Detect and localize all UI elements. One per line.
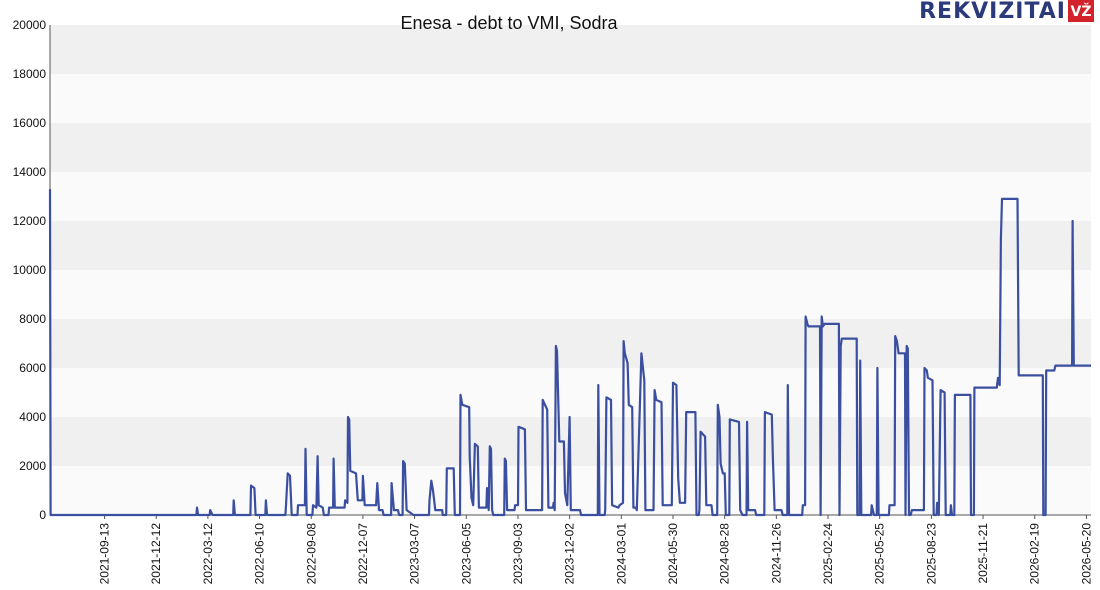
x-tick-label: 2025-05-25 — [873, 523, 887, 585]
grid-band — [50, 25, 1091, 74]
x-tick-label: 2022-09-08 — [304, 523, 318, 585]
x-axis-ticks: 2021-09-13 2021-12-12 2022-03-12 2022-06-10… — [98, 515, 1093, 585]
grid-band — [50, 123, 1091, 172]
y-tick-label: 2000 — [19, 459, 46, 473]
grid-band — [50, 270, 1091, 319]
y-tick-label: 0 — [39, 508, 46, 522]
logo-badge-background — [1068, 0, 1094, 22]
x-tick-label: 2025-08-23 — [924, 523, 938, 585]
y-tick-label: 12000 — [13, 214, 47, 228]
chart-title: Enesa - debt to VMI, Sodra — [400, 13, 618, 33]
x-tick-label: 2021-09-13 — [98, 523, 112, 585]
x-tick-label: 2023-03-07 — [408, 523, 422, 585]
x-tick-label: 2024-11-26 — [769, 523, 783, 584]
x-tick-label: 2021-12-12 — [149, 523, 163, 585]
rekvizitai-logo[interactable]: REKVIZITAI VŽ — [919, 0, 1094, 24]
x-tick-label: 2025-02-24 — [821, 523, 835, 585]
y-tick-label: 20000 — [13, 18, 47, 32]
y-axis-ticks: 0 2000 4000 6000 8000 10000 12000 14000 16000 180… — [13, 18, 47, 522]
logo-wordmark: REKVIZITAI — [919, 0, 1066, 24]
y-tick-label: 14000 — [13, 165, 47, 179]
grid-bands — [50, 25, 1091, 515]
x-tick-label: 2023-12-02 — [563, 523, 577, 585]
x-tick-label: 2026-02-19 — [1028, 523, 1042, 585]
x-tick-label: 2023-06-05 — [459, 523, 473, 585]
y-tick-label: 10000 — [13, 263, 47, 277]
y-tick-label: 8000 — [19, 312, 46, 326]
x-tick-label: 2024-03-01 — [614, 523, 628, 585]
grid-band — [50, 221, 1091, 270]
y-tick-label: 6000 — [19, 361, 46, 375]
y-tick-label: 4000 — [19, 410, 46, 424]
x-tick-label: 2024-08-28 — [718, 523, 732, 585]
x-tick-label: 2024-05-30 — [666, 523, 680, 585]
series-line-debt — [48, 189, 1091, 517]
x-tick-label: 2022-03-12 — [201, 523, 215, 585]
x-tick-label: 2025-11-21 — [976, 523, 990, 584]
y-tick-label: 18000 — [13, 67, 47, 81]
y-tick-label: 16000 — [13, 116, 47, 130]
grid-band — [50, 74, 1091, 123]
x-tick-label: 2022-12-07 — [356, 523, 370, 585]
logo-badge-text: VŽ — [1071, 3, 1092, 20]
x-tick-label: 2022-06-10 — [253, 523, 267, 585]
grid-band — [50, 319, 1091, 368]
grid-band — [50, 368, 1091, 417]
x-tick-label: 2026-05-20 — [1079, 523, 1093, 585]
grid-band — [50, 172, 1091, 221]
x-tick-label: 2023-09-03 — [511, 523, 525, 585]
